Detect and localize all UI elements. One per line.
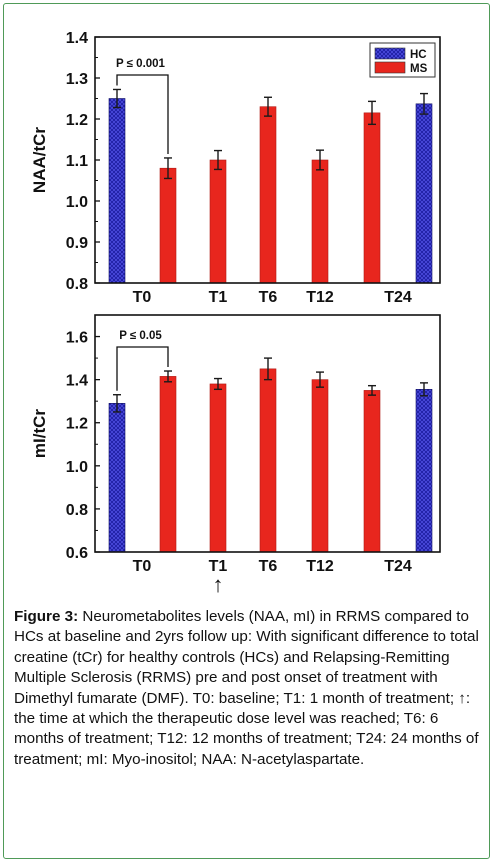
y-tick-label: 0.8 [66, 276, 88, 293]
x-tick-label-t0: T0 [133, 558, 152, 575]
y-tick-label: 0.6 [66, 545, 88, 562]
y-tick-label: 0.9 [66, 235, 88, 252]
bar-ms-t6 [259, 106, 277, 284]
y-tick-label: 1.4 [66, 30, 88, 47]
bar-ms-t24 [363, 112, 381, 284]
x-tick-label-t6: T6 [259, 289, 278, 306]
y-tick-label: 1.1 [66, 153, 88, 170]
significance-bracket [116, 74, 169, 154]
bar-hc-t0 [108, 403, 126, 553]
y-tick-label: 1.2 [66, 416, 88, 433]
figure-charts: 0.8 0.9 1.0 1.1 1.2 1.3 1.4 NAA/tCr T0 T1 T6 T12 T24… [30, 30, 441, 597]
y-tick-label: 0.8 [66, 502, 88, 519]
legend-swatch-ms [374, 61, 406, 74]
legend-label-hc: HC [410, 49, 427, 61]
x-tick-label-t1: T1 [209, 558, 228, 575]
y-tick-label: 1.4 [66, 373, 88, 390]
y-tick-label: 1.3 [66, 71, 88, 88]
legend-swatch-hc [374, 47, 406, 60]
bar-ms-t6 [259, 368, 277, 553]
y-tick-label: 1.2 [66, 112, 88, 129]
bar-ms-t24 [363, 390, 381, 553]
y-axis-label: mI/tCr [30, 409, 49, 459]
caption-label: Figure 3: [14, 608, 79, 625]
legend-label-ms: MS [410, 63, 428, 75]
figure-frame [3, 3, 490, 859]
x-tick-label-t0: T0 [133, 289, 152, 306]
chart-panel-2: 0.6 0.8 1.0 1.2 1.4 1.6 mI/tCr T0 T1 T6 T12 T24 P ≤ … [30, 314, 441, 597]
x-tick-label-t6: T6 [259, 558, 278, 575]
bar-ms-t12 [311, 379, 329, 553]
x-tick-label-t12: T12 [306, 558, 334, 575]
chart-panel-1: 0.8 0.9 1.0 1.1 1.2 1.3 1.4 NAA/tCr T0 T1 T6 T12 T24… [30, 30, 441, 306]
y-tick-label: 1.6 [66, 330, 88, 347]
significance-label: P ≤ 0.001 [116, 58, 166, 70]
bar-hc-t24 [415, 389, 433, 553]
bar-ms-t12 [311, 159, 329, 284]
significance-label: P ≤ 0.05 [119, 330, 162, 342]
bar-ms-t0 [159, 167, 177, 284]
plot-frame [94, 314, 441, 553]
y-tick-label: 1.0 [66, 459, 88, 476]
bar-hc-t0 [108, 98, 126, 284]
significance-bracket [116, 346, 169, 391]
treatment-dose-arrow-icon: ↑ [213, 572, 224, 597]
y-tick-label: 1.0 [66, 194, 88, 211]
bar-ms-t1 [209, 159, 227, 284]
caption-text: Neurometabolites levels (NAA, mI) in RRM… [14, 608, 479, 768]
y-axis-label: NAA/tCr [30, 127, 49, 193]
x-tick-label-t24: T24 [384, 289, 412, 306]
bar-ms-t1 [209, 383, 227, 553]
bar-hc-t24 [415, 103, 433, 284]
x-tick-label-t12: T12 [306, 289, 334, 306]
bar-ms-t0 [159, 376, 177, 553]
figure-caption: Figure 3: Neurometabolites levels (NAA, … [14, 607, 482, 770]
x-tick-label-t1: T1 [209, 289, 228, 306]
x-tick-label-t24: T24 [384, 558, 412, 575]
